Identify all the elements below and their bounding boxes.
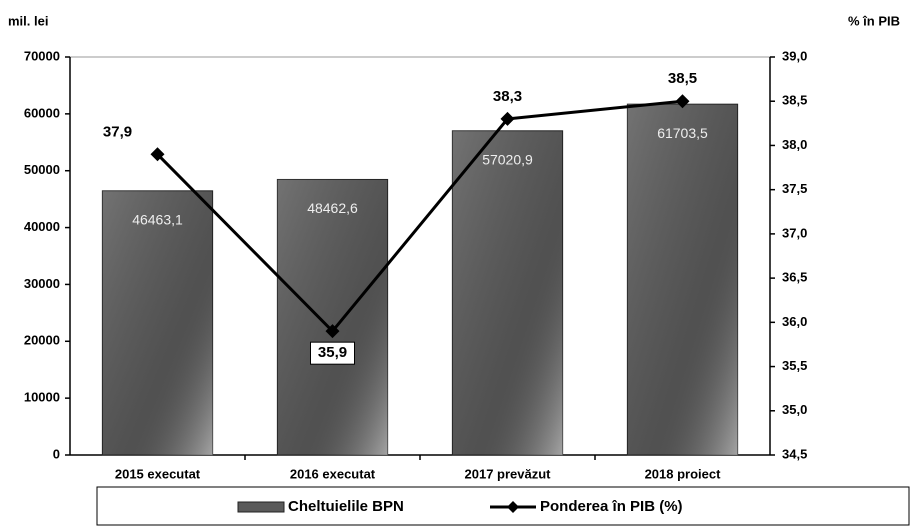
x-tick-label: 2016 executat xyxy=(290,466,376,481)
line-value-label: 38,3 xyxy=(493,88,522,105)
y-tick-label: 60000 xyxy=(24,105,60,120)
legend-marker xyxy=(507,501,519,513)
bar-texture xyxy=(102,190,213,455)
y2-axis-label: % în PIB xyxy=(848,13,900,28)
line-marker xyxy=(675,94,690,109)
bar-value-label: 48462,6 xyxy=(307,200,358,216)
line-marker xyxy=(325,324,340,339)
bar-texture xyxy=(452,130,563,455)
y-tick-label: 70000 xyxy=(24,48,60,63)
y2-tick-label: 35,0 xyxy=(782,402,807,417)
y2-tick-label: 39,0 xyxy=(782,48,807,63)
line-value-label: 37,9 xyxy=(103,123,132,140)
line xyxy=(156,99,683,334)
y-tick-label: 0 xyxy=(53,446,60,461)
legend-swatch xyxy=(237,501,285,513)
y-tick-label: 40000 xyxy=(24,219,60,234)
bar-value-label: 57020,9 xyxy=(482,151,533,167)
x-tick-label: 2015 executat xyxy=(115,466,201,481)
y2-tick-label: 38,0 xyxy=(782,137,807,152)
line-label-box xyxy=(310,341,355,365)
y2-tick-label: 36,5 xyxy=(782,270,807,285)
y2-tick-label: 35,5 xyxy=(782,358,807,373)
y-tick-label: 10000 xyxy=(24,390,60,405)
y-tick-label: 20000 xyxy=(24,333,60,348)
bar-value-label: 61703,5 xyxy=(657,125,708,141)
y2-tick-label: 37,5 xyxy=(782,181,807,196)
legend-box xyxy=(96,486,910,526)
bar-value-label: 46463,1 xyxy=(132,212,183,228)
y2-tick-label: 34,5 xyxy=(782,446,807,461)
line-marker xyxy=(500,111,515,126)
y-axis-label: mil. lei xyxy=(8,13,48,28)
bar-texture xyxy=(627,104,738,455)
y2-tick-label: 37,0 xyxy=(782,225,807,240)
line-marker xyxy=(150,147,165,162)
line-value-label: 35,9 xyxy=(318,344,347,361)
y2-tick-label: 36,0 xyxy=(782,314,807,329)
y-tick-label: 50000 xyxy=(24,162,60,177)
bar-texture xyxy=(277,179,388,455)
y-tick-label: 30000 xyxy=(24,276,60,291)
y2-tick-label: 38,5 xyxy=(782,93,807,108)
x-tick-label: 2017 prevăzut xyxy=(465,466,552,481)
x-tick-label: 2018 proiect xyxy=(645,466,722,481)
legend-label: Cheltuielile BPN xyxy=(288,498,404,515)
line-value-label: 38,5 xyxy=(668,70,697,87)
legend-label: Ponderea în PIB (%) xyxy=(540,498,683,515)
